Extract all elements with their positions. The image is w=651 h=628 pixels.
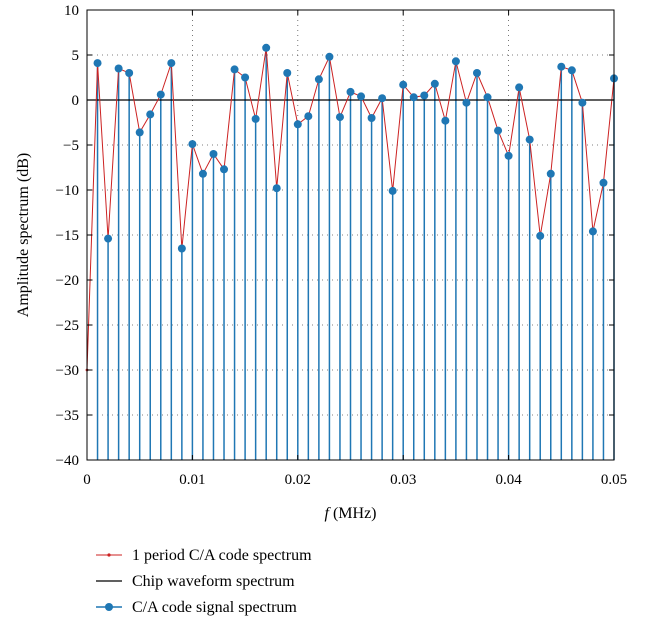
x-axis-title: f (MHz) xyxy=(325,505,377,522)
stem-marker xyxy=(241,73,250,82)
y-tick-label: −20 xyxy=(56,273,79,289)
y-tick-label: −5 xyxy=(63,138,79,154)
stem-marker xyxy=(567,66,576,75)
x-tick-label: 0.03 xyxy=(390,472,416,488)
legend-label: Chip waveform spectrum xyxy=(132,573,295,590)
stem-marker xyxy=(209,150,218,158)
y-tick-label: −10 xyxy=(56,183,79,199)
stem-marker xyxy=(557,62,566,71)
stem-marker xyxy=(167,59,176,68)
legend: 1 period C/A code spectrum Chip waveform… xyxy=(96,547,312,616)
stem-marker xyxy=(409,93,418,102)
stem-marker xyxy=(135,128,144,137)
y-tick-label: 0 xyxy=(72,93,80,109)
x-axis-title-unit: (MHz) xyxy=(329,505,377,522)
x-tick-label: 0.02 xyxy=(285,472,311,488)
stem-marker xyxy=(283,69,292,77)
y-tick-label: 5 xyxy=(72,48,80,64)
stem-marker xyxy=(93,59,102,68)
legend-item-1-period: 1 period C/A code spectrum xyxy=(96,547,312,564)
x-tick-label: 0.05 xyxy=(601,472,627,488)
stem-marker xyxy=(335,113,344,122)
stem-marker xyxy=(104,234,113,243)
stem-markers xyxy=(93,43,618,253)
stem-marker xyxy=(472,69,481,77)
stem-marker xyxy=(599,178,608,187)
stem-marker xyxy=(367,114,376,122)
x-tick-label: 0.01 xyxy=(179,472,205,488)
stem-marker xyxy=(156,90,165,99)
stem-marker xyxy=(125,69,134,77)
y-axis-title: Amplitude spectrum (dB) xyxy=(15,153,32,317)
x-tick-label: 0 xyxy=(83,472,91,488)
stem-marker xyxy=(430,79,439,88)
stem-marker xyxy=(114,64,123,73)
y-tick-label: 10 xyxy=(64,3,79,19)
stem-marker xyxy=(399,80,408,89)
stem-marker xyxy=(262,43,271,52)
stem-marker xyxy=(441,116,450,125)
stem-marker xyxy=(198,169,207,178)
stem-marker xyxy=(220,165,229,174)
legend-label: C/A code signal spectrum xyxy=(132,599,297,616)
stem-marker xyxy=(188,140,197,149)
stem-marker xyxy=(378,94,387,103)
x-axis-title-symbol: f xyxy=(325,505,332,522)
y-tick-label: −35 xyxy=(56,408,79,424)
legend-swatch-blue-marker xyxy=(105,603,113,611)
stem-marker xyxy=(325,52,334,61)
stem-marker xyxy=(588,227,597,236)
legend-label: 1 period C/A code spectrum xyxy=(132,547,312,564)
stem-marker xyxy=(304,112,313,121)
y-tick-label: −30 xyxy=(56,363,79,379)
stem-marker xyxy=(515,83,524,92)
stem-marker xyxy=(346,87,355,96)
legend-item-ca-signal: C/A code signal spectrum xyxy=(96,599,297,616)
stem-marker xyxy=(420,91,429,100)
y-tick-label: −25 xyxy=(56,318,79,334)
stem-marker xyxy=(525,135,534,144)
stem-marker xyxy=(578,98,587,107)
stem-marker xyxy=(483,93,492,102)
stem-marker xyxy=(357,92,366,101)
stem-marker xyxy=(272,184,281,193)
stem-marker xyxy=(536,231,545,240)
stem-marker xyxy=(388,186,397,195)
stem-marker xyxy=(494,126,503,135)
stem-marker xyxy=(251,114,260,123)
stem-marker xyxy=(504,151,513,160)
stem-marker xyxy=(546,169,555,178)
y-tick-label: −40 xyxy=(56,453,79,469)
stem-marker xyxy=(230,65,239,74)
stem-marker xyxy=(314,75,323,84)
stem-marker xyxy=(293,120,302,129)
axis-ticks: 0 0.01 0.02 0.03 0.04 0.05 10 5 0 −5 −10 −15 −20 −25 −… xyxy=(56,3,628,488)
stem-series xyxy=(96,47,615,460)
x-tick-label: 0.04 xyxy=(495,472,522,488)
stem-marker xyxy=(451,57,460,66)
stem-marker xyxy=(462,98,471,107)
legend-swatch-red-marker xyxy=(107,553,111,557)
stem-marker xyxy=(177,244,186,253)
legend-item-chip-waveform: Chip waveform spectrum xyxy=(96,573,295,590)
y-tick-label: −15 xyxy=(56,228,79,244)
stem-marker xyxy=(146,110,155,119)
